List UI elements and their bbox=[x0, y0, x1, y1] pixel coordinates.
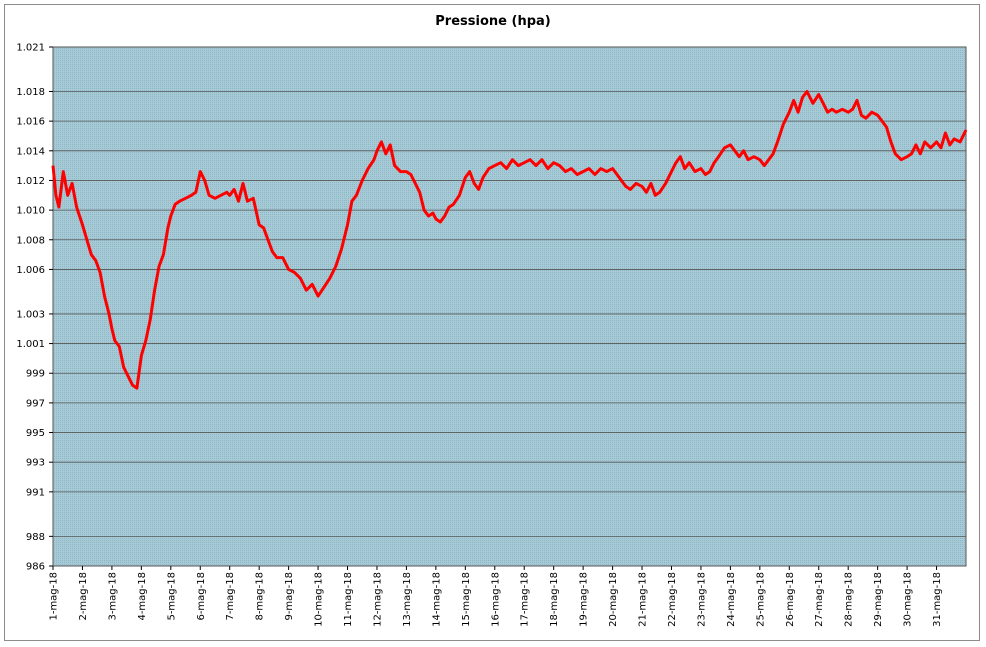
x-tick-label: 19-mag-18 bbox=[579, 572, 590, 627]
x-tick-label: 12-mag-18 bbox=[372, 572, 383, 627]
x-tick-label: 13-mag-18 bbox=[402, 572, 413, 627]
y-tick-label: 1.010 bbox=[16, 206, 45, 217]
x-tick-label: 27-mag-18 bbox=[814, 572, 825, 627]
gridlines bbox=[53, 46, 966, 567]
x-tick-label: 10-mag-18 bbox=[314, 572, 325, 627]
y-tick-label: 1.006 bbox=[16, 265, 45, 276]
x-axis: 1-mag-18 2-mag-18 3-mag-18 4-mag-18 5-mag-18… bbox=[49, 566, 943, 627]
x-tick-label: 8-mag-18 bbox=[255, 572, 266, 621]
y-tick-label: 1.018 bbox=[16, 87, 45, 98]
x-tick-label: 22-mag-18 bbox=[667, 572, 678, 627]
x-tick-label: 17-mag-18 bbox=[520, 572, 531, 627]
chart-title: Pressione (hpa) bbox=[435, 14, 551, 29]
x-tick-label: 16-mag-18 bbox=[490, 572, 501, 627]
x-tick-label: 28-mag-18 bbox=[844, 572, 855, 627]
pressure-series-line bbox=[51, 90, 968, 390]
x-tick-label: 15-mag-18 bbox=[461, 572, 472, 627]
x-tick-label: 4-mag-18 bbox=[137, 572, 148, 621]
y-tick-label: 988 bbox=[26, 532, 45, 543]
x-tick-label: 25-mag-18 bbox=[755, 572, 766, 627]
x-tick-label: 31-mag-18 bbox=[932, 572, 943, 627]
y-tick-label: 999 bbox=[26, 369, 45, 380]
y-tick-label: 1.008 bbox=[16, 235, 45, 246]
x-tick-label: 2-mag-18 bbox=[78, 572, 89, 621]
y-tick-label: 1.012 bbox=[16, 176, 45, 187]
x-tick-label: 3-mag-18 bbox=[107, 572, 118, 621]
y-tick-label: 993 bbox=[26, 458, 45, 469]
x-tick-label: 30-mag-18 bbox=[903, 572, 914, 627]
x-tick-label: 9-mag-18 bbox=[284, 572, 295, 621]
x-tick-label: 5-mag-18 bbox=[166, 572, 177, 621]
x-tick-label: 20-mag-18 bbox=[608, 572, 619, 627]
x-tick-label: 21-mag-18 bbox=[638, 572, 649, 627]
y-tick-label: 995 bbox=[26, 428, 45, 439]
y-tick-label: 1.001 bbox=[16, 339, 45, 350]
plot-area bbox=[52, 46, 967, 567]
y-tick-label: 1.016 bbox=[16, 117, 45, 128]
y-tick-label: 991 bbox=[26, 487, 45, 498]
y-tick-label: 986 bbox=[26, 562, 45, 573]
x-tick-label: 24-mag-18 bbox=[726, 572, 737, 627]
y-tick-label: 1.021 bbox=[16, 43, 45, 54]
x-tick-label: 26-mag-18 bbox=[785, 572, 796, 627]
x-tick-label: 11-mag-18 bbox=[343, 572, 354, 627]
y-axis: 986 988 991 993 995 997 999 1.001 1.003 1.006 1.00… bbox=[16, 43, 53, 573]
x-tick-label: 7-mag-18 bbox=[225, 572, 236, 621]
x-tick-label: 18-mag-18 bbox=[549, 572, 560, 627]
x-tick-label: 1-mag-18 bbox=[49, 572, 60, 621]
x-tick-label: 14-mag-18 bbox=[431, 572, 442, 627]
x-tick-label: 29-mag-18 bbox=[873, 572, 884, 627]
y-tick-label: 1.014 bbox=[16, 146, 45, 157]
series-group bbox=[51, 90, 968, 390]
x-tick-label: 23-mag-18 bbox=[696, 572, 707, 627]
x-tick-label: 6-mag-18 bbox=[196, 572, 207, 621]
y-tick-label: 1.003 bbox=[16, 309, 45, 320]
y-tick-label: 997 bbox=[26, 398, 45, 409]
